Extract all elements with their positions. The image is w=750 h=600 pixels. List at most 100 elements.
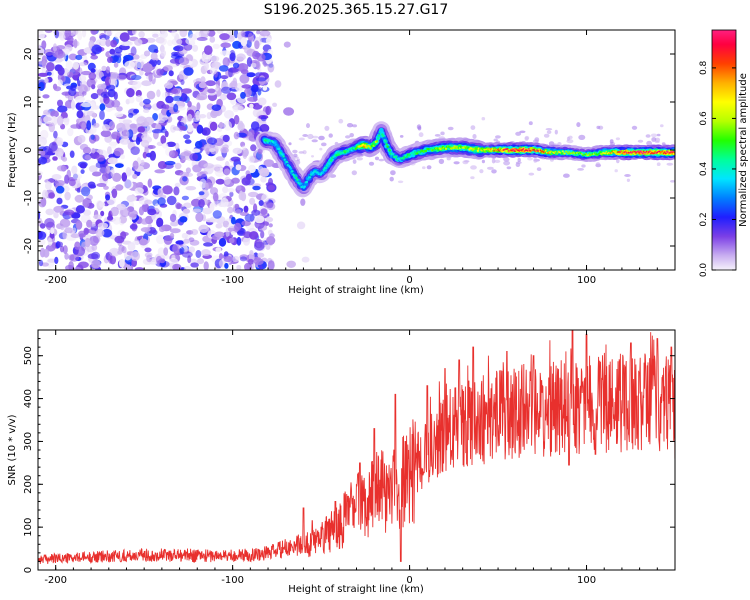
- noise-blob: [236, 264, 242, 270]
- noise-blob: [212, 210, 222, 219]
- noise-blob: [196, 258, 205, 265]
- noise-blob: [563, 173, 570, 178]
- noise-blob: [132, 174, 138, 179]
- noise-blob: [157, 161, 167, 169]
- ridge-dot: [616, 152, 618, 155]
- noise-blob: [203, 30, 210, 34]
- noise-blob: [99, 167, 108, 174]
- noise-blob: [545, 128, 553, 131]
- noise-blob: [223, 255, 233, 263]
- ridge-dot: [538, 150, 541, 153]
- ridge-dot: [380, 130, 383, 133]
- noise-blob: [100, 210, 105, 217]
- noise-blob: [147, 178, 153, 188]
- noise-blob: [91, 244, 98, 251]
- ridge-dot: [386, 145, 389, 148]
- ridge-dot: [637, 150, 640, 153]
- noise-blob: [122, 129, 130, 140]
- noise-blob: [215, 156, 225, 161]
- noise-blob: [100, 37, 107, 46]
- ridge-dot: [592, 153, 595, 156]
- noise-blob: [72, 30, 79, 36]
- noise-blob: [77, 261, 89, 269]
- noise-blob: [479, 169, 484, 174]
- noise-blob: [221, 86, 232, 94]
- noise-blob: [233, 114, 240, 125]
- noise-blob: [302, 134, 309, 137]
- noise-blob: [83, 209, 91, 216]
- noise-blob: [143, 50, 151, 57]
- noise-blob: [130, 251, 140, 261]
- noise-blob: [171, 30, 177, 37]
- noise-blob: [196, 37, 208, 41]
- noise-blob: [321, 142, 327, 147]
- noise-blob: [42, 189, 48, 200]
- noise-blob: [234, 222, 242, 231]
- ridge-dot: [555, 151, 558, 153]
- noise-blob: [47, 237, 53, 246]
- noise-blob: [75, 220, 83, 230]
- noise-blob: [257, 148, 263, 155]
- noise-blob: [133, 54, 140, 60]
- ridge-dot: [663, 151, 666, 154]
- noise-blob: [536, 167, 542, 172]
- noise-blob: [222, 144, 229, 150]
- noise-blob: [220, 75, 229, 80]
- ridge-dot: [402, 157, 405, 160]
- noise-blob: [231, 177, 240, 184]
- noise-blob: [88, 72, 97, 81]
- noise-blob: [101, 65, 107, 71]
- noise-blob: [235, 209, 242, 214]
- noise-blob: [236, 185, 242, 191]
- noise-blob: [158, 112, 163, 120]
- noise-blob: [244, 214, 255, 222]
- noise-blob: [215, 178, 225, 185]
- ridge-dot: [539, 149, 542, 152]
- noise-blob: [131, 30, 137, 35]
- ridge-dot: [305, 180, 309, 184]
- noise-blob: [184, 139, 192, 144]
- ridge-dot: [641, 152, 644, 155]
- noise-blob: [219, 93, 227, 101]
- ridge-dot: [375, 140, 379, 143]
- chart-title: S196.2025.365.15.27.G17: [264, 2, 449, 18]
- noise-blob: [163, 65, 173, 72]
- ridge-dot: [664, 152, 667, 155]
- noise-blob: [127, 209, 138, 218]
- noise-blob: [156, 100, 166, 109]
- ridge-dot: [347, 149, 350, 152]
- noise-blob: [109, 255, 117, 265]
- noise-blob: [135, 58, 146, 69]
- noise-blob: [116, 106, 123, 112]
- noise-blob: [166, 195, 177, 206]
- ridge-dot: [587, 154, 590, 157]
- noise-blob: [174, 142, 180, 150]
- noise-blob: [93, 122, 100, 128]
- noise-blob: [77, 111, 84, 119]
- x-tick-label: 100: [577, 575, 596, 586]
- noise-blob: [212, 43, 220, 50]
- noise-blob: [209, 121, 218, 131]
- ridge-dot: [512, 148, 514, 151]
- noise-blob: [62, 117, 70, 123]
- noise-blob: [91, 112, 97, 118]
- noise-blob: [185, 37, 196, 45]
- noise-blob: [261, 193, 269, 204]
- noise-blob: [241, 220, 251, 227]
- noise-blob: [615, 137, 621, 141]
- noise-blob: [220, 197, 229, 208]
- noise-blob: [209, 66, 217, 75]
- x-tick-label: 0: [406, 575, 412, 586]
- noise-blob: [168, 150, 175, 158]
- noise-blob: [105, 30, 113, 36]
- noise-blob: [494, 159, 501, 163]
- noise-blob: [132, 80, 142, 89]
- noise-blob: [487, 166, 494, 170]
- ridge-dot: [667, 151, 669, 154]
- noise-blob: [307, 133, 314, 140]
- noise-blob: [118, 244, 125, 253]
- noise-blob: [222, 134, 230, 143]
- noise-blob: [230, 80, 238, 90]
- spectrogram-x-ticks: -200 -100 0 100: [44, 30, 676, 286]
- frequency-ridge: [255, 121, 675, 198]
